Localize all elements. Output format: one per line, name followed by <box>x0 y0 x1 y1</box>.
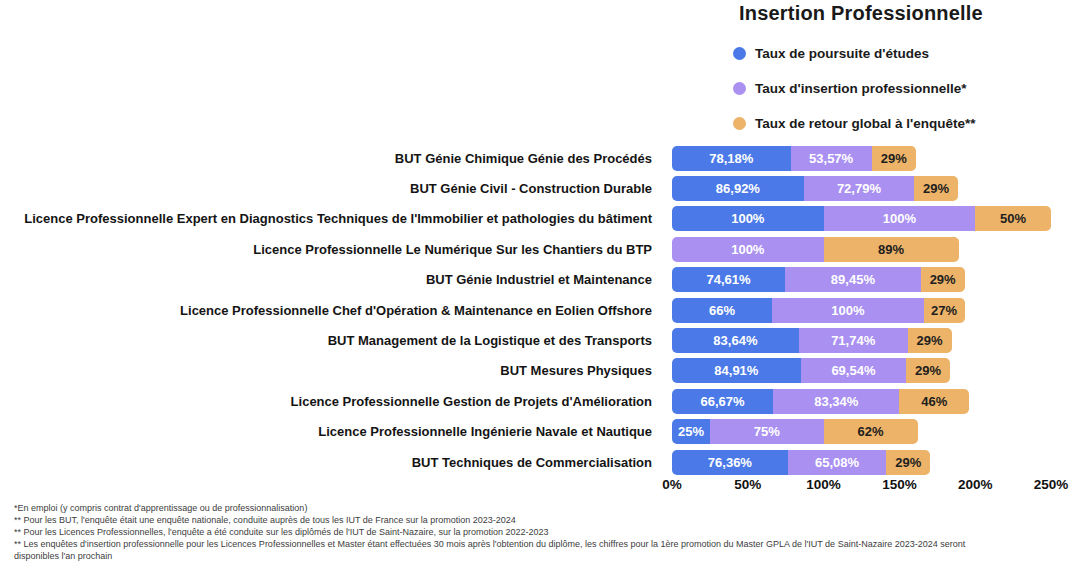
stacked-bar: 66,67%83,34%46% <box>672 389 969 414</box>
x-axis-tick: 150% <box>882 477 917 492</box>
bar-segment-series-1[interactable]: 71,74% <box>799 328 908 353</box>
legend-item-1[interactable]: Taux d'insertion professionnelle* <box>733 81 976 95</box>
legend-item-2[interactable]: Taux de retour global à l'enquête** <box>733 116 976 130</box>
chart-row: BUT Management de la Logistique et des T… <box>0 325 1070 355</box>
bar-segment-series-1[interactable]: 100% <box>672 237 824 262</box>
page-title: Insertion Professionnelle <box>739 2 983 25</box>
category-label: BUT Génie Industriel et Maintenance <box>0 272 662 287</box>
x-axis-tick: 100% <box>806 477 841 492</box>
bar-segment-series-2[interactable]: 29% <box>921 267 965 292</box>
bar-segment-series-1[interactable]: 72,79% <box>804 176 914 201</box>
bar-segment-series-2[interactable]: 29% <box>914 176 958 201</box>
category-label: BUT Techniques de Commercialisation <box>0 455 662 470</box>
bar-segment-series-0[interactable]: 78,18% <box>672 146 791 171</box>
bar-segment-series-0[interactable]: 25% <box>672 419 710 444</box>
x-axis: 0%50%100%150%200%250% <box>672 477 1051 495</box>
legend-item-0[interactable]: Taux de poursuite d'études <box>733 46 976 60</box>
category-label: BUT Mesures Physiques <box>0 363 662 378</box>
bar-segment-series-0[interactable]: 100% <box>672 206 824 231</box>
bar-segment-series-2[interactable]: 50% <box>975 206 1051 231</box>
legend-label: Taux de poursuite d'études <box>755 46 929 61</box>
x-axis-tick: 0% <box>662 477 682 492</box>
bar-segment-series-1[interactable]: 89,45% <box>785 267 921 292</box>
footnote-1: *En emploi (y compris contrat d'apprenti… <box>14 502 966 514</box>
bar-segment-series-0[interactable]: 83,64% <box>672 328 799 353</box>
stacked-bar: 76,36%65,08%29% <box>672 450 930 475</box>
stacked-bar: 78,18%53,57%29% <box>672 146 916 171</box>
chart-row: BUT Génie Industriel et Maintenance 74,61… <box>0 265 1070 295</box>
chart-row: Licence Professionnelle Expert en Diagno… <box>0 204 1070 234</box>
bar-segment-series-2[interactable]: 29% <box>886 450 930 475</box>
x-axis-tick: 250% <box>1034 477 1069 492</box>
bar-segment-series-2[interactable]: 29% <box>908 328 952 353</box>
stacked-bar: 83,64%71,74%29% <box>672 328 952 353</box>
insertion-professionnelle-chart: { "chart_data": { "type": "bar", "orient… <box>0 0 1080 566</box>
chart-row: BUT Mesures Physiques 84,91%69,54%29% <box>0 356 1070 386</box>
stacked-bar: 100%89% <box>672 237 959 262</box>
chart-row: Licence Professionnelle Ingénierie Naval… <box>0 417 1070 447</box>
category-label: Licence Professionnelle Expert en Diagno… <box>0 211 662 226</box>
bar-segment-series-0[interactable]: 74,61% <box>672 267 785 292</box>
stacked-bar: 74,61%89,45%29% <box>672 267 965 292</box>
bar-segment-series-2[interactable]: 27% <box>924 298 965 323</box>
stacked-bar: 66%100%27% <box>672 298 965 323</box>
bar-segment-series-2[interactable]: 46% <box>899 389 969 414</box>
chart-row: BUT Génie Civil - Construction Durable 86… <box>0 173 1070 203</box>
x-axis-tick: 50% <box>734 477 761 492</box>
legend-label: Taux d'insertion professionnelle* <box>755 81 967 96</box>
bar-segment-series-0[interactable]: 66,67% <box>672 389 773 414</box>
bar-segment-series-1[interactable]: 69,54% <box>801 358 906 383</box>
x-axis-tick: 200% <box>958 477 993 492</box>
stacked-bar: 84,91%69,54%29% <box>672 358 950 383</box>
legend-dot-icon <box>733 47 746 60</box>
chart-plot-area: BUT Génie Chimique Génie des Procédés 78,… <box>0 143 1070 477</box>
bar-segment-series-1[interactable]: 53,57% <box>791 146 872 171</box>
footnotes: *En emploi (y compris contrat d'apprenti… <box>14 502 966 562</box>
bar-segment-series-0[interactable]: 66% <box>672 298 772 323</box>
bar-segment-series-1[interactable]: 65,08% <box>788 450 887 475</box>
chart-row: Licence Professionnelle Gestion de Proje… <box>0 386 1070 416</box>
category-label: Licence Professionnelle Le Numérique Sur… <box>0 242 662 257</box>
legend-dot-icon <box>733 82 746 95</box>
bar-segment-series-2[interactable]: 29% <box>872 146 916 171</box>
category-label: Licence Professionnelle Ingénierie Naval… <box>0 424 662 439</box>
bar-segment-series-0[interactable]: 84,91% <box>672 358 801 383</box>
chart-row: BUT Techniques de Commercialisation 76,36… <box>0 447 1070 477</box>
category-label: BUT Génie Civil - Construction Durable <box>0 181 662 196</box>
category-label: BUT Génie Chimique Génie des Procédés <box>0 151 662 166</box>
category-label: Licence Professionnelle Chef d'Opération… <box>0 303 662 318</box>
chart-row: BUT Génie Chimique Génie des Procédés 78,… <box>0 143 1070 173</box>
stacked-bar: 100%100%50% <box>672 206 1051 231</box>
bar-segment-series-0[interactable]: 76,36% <box>672 450 788 475</box>
footnote-2: ** Pour les BUT, l'enquête était une enq… <box>14 514 966 526</box>
stacked-bar: 25%75%62% <box>672 419 918 444</box>
legend-label: Taux de retour global à l'enquête** <box>755 116 976 131</box>
bar-segment-series-1[interactable]: 100% <box>772 298 924 323</box>
legend-dot-icon <box>733 117 746 130</box>
bar-segment-series-0[interactable]: 86,92% <box>672 176 804 201</box>
chart-row: Licence Professionnelle Chef d'Opération… <box>0 295 1070 325</box>
chart-legend: Taux de poursuite d'études Taux d'inserti… <box>733 46 976 151</box>
bar-segment-series-1[interactable]: 83,34% <box>773 389 899 414</box>
footnote-3: ** Pour les Licences Professionnelles, l… <box>14 526 966 538</box>
chart-row: Licence Professionnelle Le Numérique Sur… <box>0 234 1070 264</box>
bar-segment-series-2[interactable]: 29% <box>906 358 950 383</box>
footnote-4: ** Les enquêtes d'insertion professionne… <box>14 538 966 562</box>
bar-segment-series-2[interactable]: 89% <box>824 237 959 262</box>
stacked-bar: 86,92%72,79%29% <box>672 176 958 201</box>
category-label: BUT Management de la Logistique et des T… <box>0 333 662 348</box>
bar-segment-series-2[interactable]: 62% <box>824 419 918 444</box>
bar-segment-series-1[interactable]: 75% <box>710 419 824 444</box>
bar-segment-series-1[interactable]: 100% <box>824 206 976 231</box>
category-label: Licence Professionnelle Gestion de Proje… <box>0 394 662 409</box>
